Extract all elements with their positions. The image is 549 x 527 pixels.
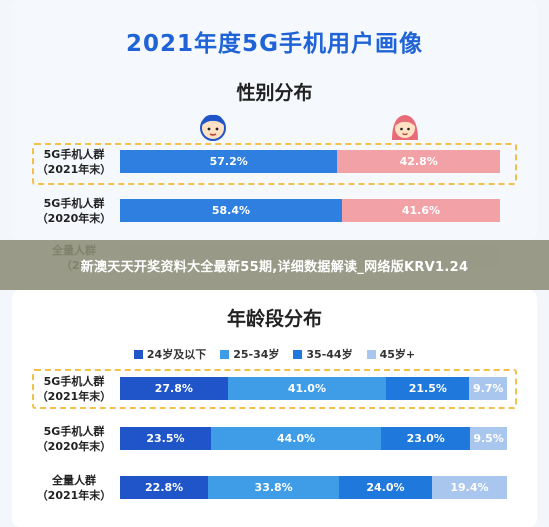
legend-item: 25-34岁 xyxy=(220,346,279,362)
bar-segment: 27.8% xyxy=(120,377,228,400)
legend-item: 24岁及以下 xyxy=(133,346,207,362)
data-label: 9.5% xyxy=(473,432,504,445)
bar-segment: 9.7% xyxy=(469,377,507,400)
data-label: 23.5% xyxy=(146,432,185,445)
bar-segment: 57.2% xyxy=(120,150,338,173)
category-label: 5G手机人群 （2021年末） xyxy=(36,147,112,176)
stacked-bar: 22.8% 33.8% 24.0% 19.4% xyxy=(120,476,507,499)
bar-segment: 19.4% xyxy=(431,476,507,499)
data-label: 44.0% xyxy=(276,432,316,445)
category-label: 5G手机人群 （2020年末） xyxy=(36,424,112,453)
legend-swatch xyxy=(366,349,376,359)
legend-swatch xyxy=(293,349,303,359)
legend-item: 45岁+ xyxy=(366,346,416,362)
gender-chart-title: 性别分布 xyxy=(236,82,313,104)
data-label: 27.8% xyxy=(154,382,193,395)
data-label: 21.5% xyxy=(408,382,447,395)
highlight-row-box xyxy=(32,143,517,185)
category-label: 5G手机人群 （2020年末） xyxy=(36,196,112,225)
male-avatar-icon xyxy=(200,114,226,141)
category-label: 全量人群 （2021年末） xyxy=(36,473,112,502)
bar-segment: 9.5% xyxy=(470,427,507,450)
legend-label: 24岁及以下 xyxy=(146,348,207,361)
data-label: 23.0% xyxy=(406,432,445,445)
bar-segment: 41.6% xyxy=(341,199,500,222)
banner-text: 新澳天天开奖资料大全最新55期,详细数据解读_网络版KRV1.24 xyxy=(80,259,469,275)
bar-segment: 23.0% xyxy=(381,427,471,450)
data-label: 42.8% xyxy=(399,155,438,168)
legend-item: 35-44岁 xyxy=(293,346,353,362)
legend-swatch xyxy=(220,349,230,359)
bar-segment: 44.0% xyxy=(210,427,382,450)
highlight-row-box xyxy=(32,369,517,409)
stacked-bar: 23.5% 44.0% 23.0% 9.5% xyxy=(120,427,507,450)
stacked-bar: 57.2% 42.8% xyxy=(120,150,500,173)
bar-segment: 58.4% xyxy=(120,199,342,222)
stacked-bar: 27.8% 41.0% 21.5% 9.7% xyxy=(120,377,507,400)
overlay-banner: 新澳天天开奖资料大全最新55期,详细数据解读_网络版KRV1.24 xyxy=(0,240,549,290)
bar-segment: 21.5% xyxy=(386,377,470,400)
page-title: 2021年度5G手机用户画像 xyxy=(126,31,423,57)
chart-legend: 24岁及以下 25-34岁 35-44岁 45岁+ xyxy=(0,346,549,362)
data-label: 22.8% xyxy=(145,481,184,494)
legend-label: 25-34岁 xyxy=(233,348,280,361)
bar-segment: 24.0% xyxy=(339,476,432,499)
bar-segment: 23.5% xyxy=(120,427,211,450)
bar-segment: 41.0% xyxy=(227,377,387,400)
data-label: 33.8% xyxy=(254,481,293,494)
data-label: 24.0% xyxy=(366,481,405,494)
legend-label: 45岁+ xyxy=(379,348,416,361)
data-label: 41.6% xyxy=(401,204,441,217)
female-avatar-icon xyxy=(392,115,418,140)
bar-segment: 33.8% xyxy=(208,476,340,499)
data-label: 57.2% xyxy=(209,155,248,168)
bar-segment: 42.8% xyxy=(337,150,500,173)
data-label: 58.4% xyxy=(211,204,251,217)
legend-swatch xyxy=(133,349,143,359)
legend-label: 35-44岁 xyxy=(306,348,353,361)
data-label: 41.0% xyxy=(287,382,326,395)
category-label: 5G手机人群 （2021年末） xyxy=(36,374,112,403)
data-label: 9.7% xyxy=(472,382,504,395)
data-label: 19.4% xyxy=(450,481,489,494)
stacked-bar: 58.4% 41.6% xyxy=(120,199,500,222)
bar-segment: 22.8% xyxy=(120,476,209,499)
age-chart-title: 年龄段分布 xyxy=(226,308,322,330)
